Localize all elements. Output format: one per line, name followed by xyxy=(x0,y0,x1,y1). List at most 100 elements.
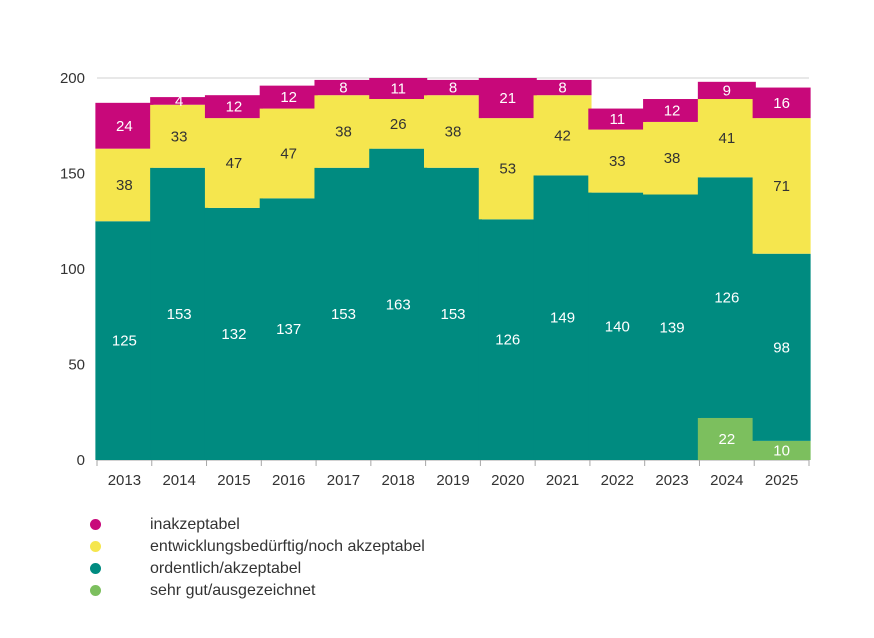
data-label: 53 xyxy=(499,161,516,178)
bar-segment xyxy=(259,198,318,460)
data-label: 38 xyxy=(445,123,462,140)
bar-segment xyxy=(369,99,428,149)
data-label: 153 xyxy=(331,306,356,323)
data-label: 8 xyxy=(558,80,566,97)
bar-segment xyxy=(643,121,702,195)
x-tick-label: 2024 xyxy=(710,472,743,489)
bar-segment xyxy=(314,79,373,96)
bar-segment xyxy=(150,97,209,105)
bar-segment xyxy=(588,192,647,460)
data-label: 10 xyxy=(773,442,790,459)
y-tick-label: 50 xyxy=(68,357,85,374)
data-label: 26 xyxy=(390,116,407,133)
data-label: 149 xyxy=(550,310,575,327)
bar-segment xyxy=(752,253,811,441)
legend-label: sehr gut/ausgezeichnet xyxy=(150,582,316,599)
bar-segment xyxy=(588,129,647,193)
data-label: 140 xyxy=(605,318,630,335)
data-label: 9 xyxy=(723,82,731,99)
bar-segment xyxy=(369,148,428,461)
data-labels: 1253824153334132471213747121533881632611… xyxy=(112,80,790,460)
bar-segment xyxy=(478,78,537,119)
bar-segment xyxy=(478,219,537,460)
data-label: 21 xyxy=(499,90,516,107)
bar-segment xyxy=(424,167,482,460)
x-tick-label: 2013 xyxy=(108,472,141,489)
data-label: 47 xyxy=(226,155,243,172)
bar-segment xyxy=(150,167,209,460)
x-tick-label: 2016 xyxy=(272,472,305,489)
data-label: 12 xyxy=(280,89,297,106)
data-label: 12 xyxy=(226,99,243,116)
data-label: 8 xyxy=(449,80,457,97)
data-label: 153 xyxy=(167,306,192,323)
legend-label: ordentlich/akzeptabel xyxy=(150,560,302,577)
legend-label: inakzeptabel xyxy=(150,516,240,533)
data-label: 38 xyxy=(335,123,352,140)
y-tick-label: 100 xyxy=(60,261,85,278)
y-tick-label: 150 xyxy=(60,166,85,183)
bar-segment xyxy=(150,104,209,168)
bar-segment xyxy=(424,95,482,168)
bar-segment xyxy=(95,102,154,149)
data-label: 11 xyxy=(610,111,626,128)
x-tick-label: 2022 xyxy=(601,472,634,489)
bar-segment xyxy=(643,99,702,122)
bar-segment xyxy=(697,81,756,100)
data-label: 41 xyxy=(719,130,736,147)
bar-segment xyxy=(95,148,154,222)
y-tick-label: 0 xyxy=(77,452,85,469)
data-label: 163 xyxy=(386,296,411,313)
bar-segment xyxy=(533,175,592,460)
bar-segment xyxy=(588,108,647,130)
x-tick-label: 2014 xyxy=(162,472,195,489)
x-tick-label: 2019 xyxy=(436,472,469,489)
stacked-bar-chart: 0 50 100 150 200 2013 2014 2015 2016 2017 2018 2019… xyxy=(60,70,811,489)
data-label: 38 xyxy=(664,150,681,167)
data-label: 33 xyxy=(171,128,188,145)
data-label: 42 xyxy=(554,127,571,144)
bar-segment xyxy=(314,167,373,460)
bar-segment xyxy=(369,78,428,100)
data-label: 137 xyxy=(276,321,301,338)
data-label: 98 xyxy=(773,339,790,356)
data-label: 71 xyxy=(773,178,790,195)
data-label: 47 xyxy=(280,145,297,162)
x-tick-label: 2015 xyxy=(217,472,250,489)
data-label: 11 xyxy=(390,81,406,98)
data-label: 38 xyxy=(116,177,133,194)
x-tick-label: 2023 xyxy=(655,472,688,489)
x-tick-label: 2021 xyxy=(546,472,579,489)
bar-segment xyxy=(314,95,373,168)
bar-segment xyxy=(643,194,702,460)
bar-segment xyxy=(697,417,756,460)
x-tick-label: 2025 xyxy=(765,472,798,489)
x-tick-label: 2017 xyxy=(327,472,360,489)
data-label: 12 xyxy=(664,102,681,119)
bar-segment xyxy=(204,95,263,119)
bar-segment xyxy=(752,87,811,119)
data-label: 16 xyxy=(773,95,790,112)
legend-swatch xyxy=(90,585,101,596)
bar-segment xyxy=(697,99,756,178)
legend-swatch xyxy=(90,519,101,530)
bar-segment xyxy=(533,95,592,176)
bars xyxy=(95,78,811,461)
x-tick-label: 2020 xyxy=(491,472,524,489)
bar-segment xyxy=(478,118,537,220)
bar-segment xyxy=(424,79,482,96)
data-label: 126 xyxy=(495,332,520,349)
legend-swatch xyxy=(90,541,101,552)
bar-segment xyxy=(95,221,154,460)
legend-label: entwicklungsbedürftig/noch akzeptabel xyxy=(150,538,425,555)
data-label: 139 xyxy=(660,319,685,336)
bar-segment xyxy=(752,440,811,460)
data-label: 33 xyxy=(609,153,626,170)
bar-segment xyxy=(533,79,592,96)
legend-swatch xyxy=(90,563,101,574)
bar-segment xyxy=(204,118,263,208)
data-label: 126 xyxy=(714,290,739,307)
data-label: 125 xyxy=(112,333,137,350)
bar-segment xyxy=(259,108,318,199)
data-label: 22 xyxy=(719,431,736,448)
